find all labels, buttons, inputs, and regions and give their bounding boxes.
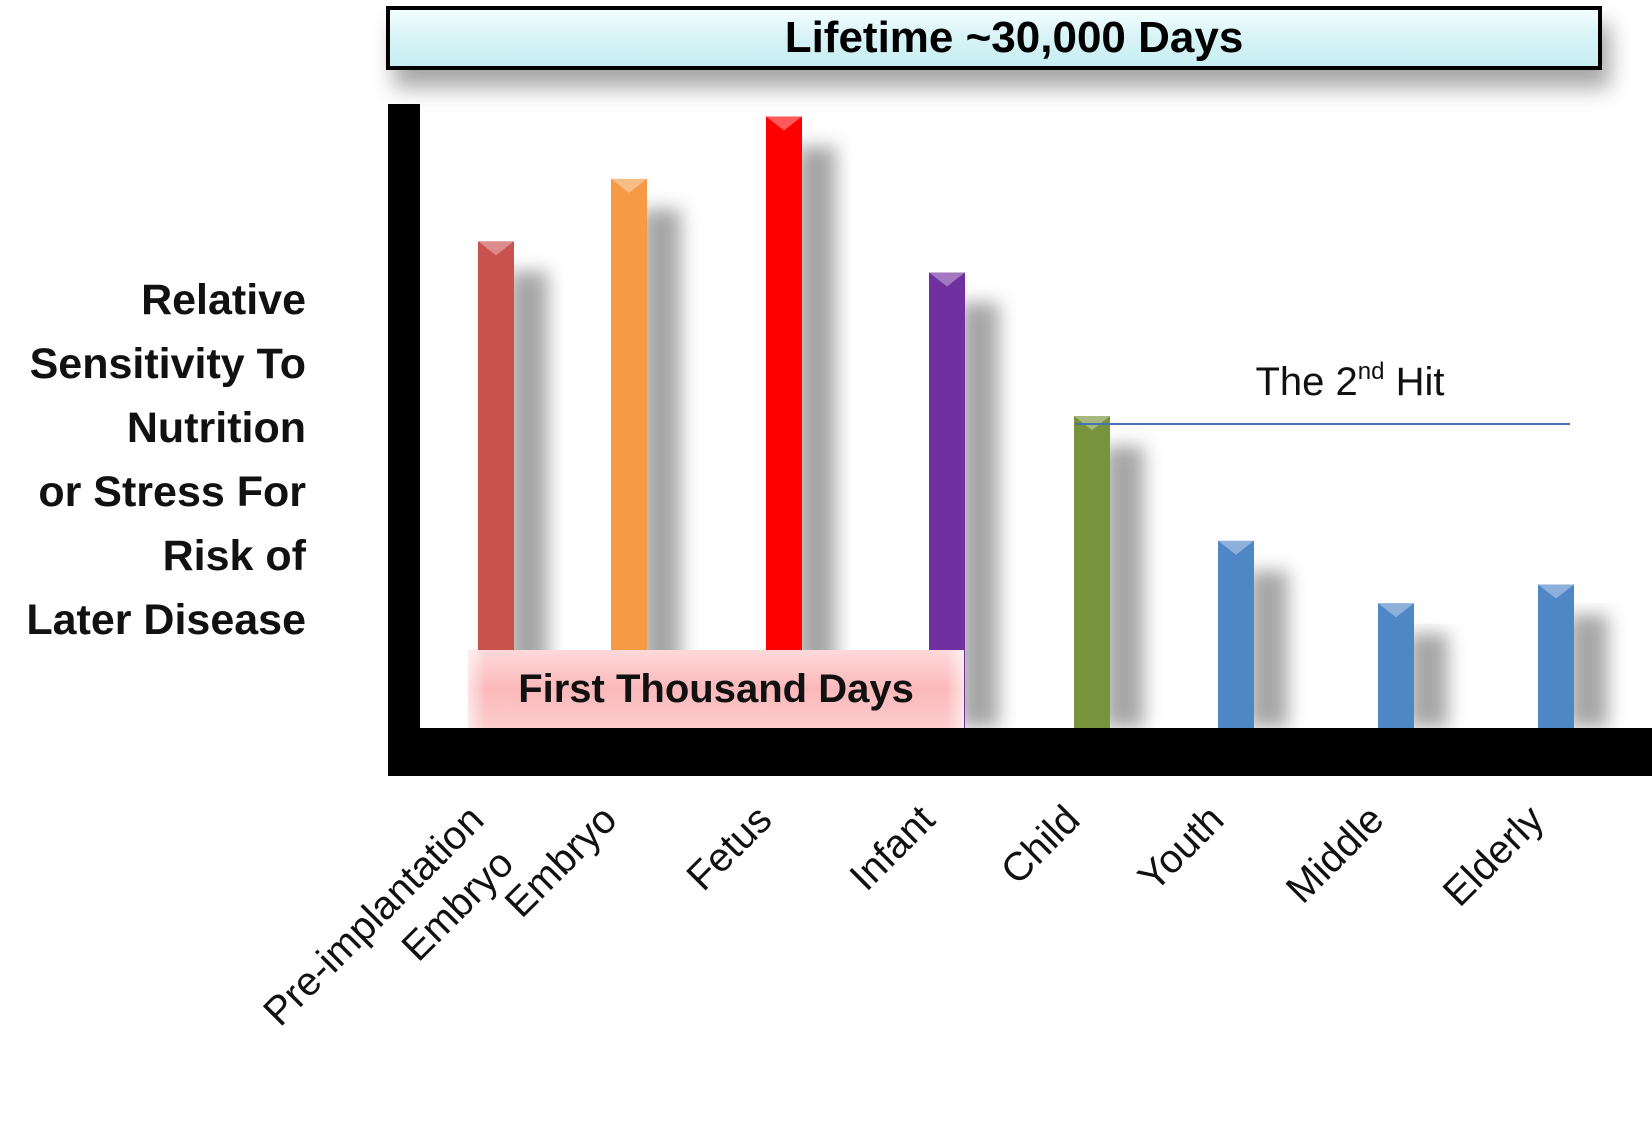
bar-shadow xyxy=(1104,446,1144,728)
bar-cap xyxy=(766,116,802,131)
bar-cap xyxy=(478,241,514,256)
first-thousand-days-label: First Thousand Days xyxy=(518,666,914,711)
bar-shadow xyxy=(1568,614,1608,728)
bar-cap xyxy=(1538,584,1574,599)
bar-fetus xyxy=(766,116,802,729)
bar-shadow xyxy=(641,208,681,728)
bar-embryo xyxy=(611,178,647,728)
x-tick-label: Pre-implantationEmbryo xyxy=(255,797,529,1071)
x-tick-label: Elderly xyxy=(1435,797,1553,915)
first-thousand-days-banner: First Thousand Days xyxy=(468,650,964,728)
x-tick-label: Youth xyxy=(1130,797,1232,899)
second-hit-prefix: The 2 xyxy=(1255,360,1358,404)
y-axis-title: Relative Sensitivity To Nutrition or Str… xyxy=(0,268,306,652)
x-tick-label: Child xyxy=(993,797,1089,893)
chart-title: Lifetime ~30,000 Days xyxy=(784,13,1244,62)
chart-title-banner: Lifetime ~30,000 Days xyxy=(386,6,1602,70)
x-tick-label: Infant xyxy=(841,797,943,899)
y-axis-title-line: or Stress For xyxy=(38,468,306,516)
second-hit-superscript: nd xyxy=(1357,358,1385,385)
bar-elderly xyxy=(1538,584,1574,728)
bar-middle xyxy=(1378,603,1414,728)
y-axis-title-line: Nutrition xyxy=(126,404,306,452)
y-axis-line xyxy=(388,104,420,776)
x-tick-label: Fetus xyxy=(679,797,781,899)
y-axis-title-line: Risk of xyxy=(162,532,306,580)
bar-cap xyxy=(929,272,965,287)
bar-shadow xyxy=(1408,633,1448,728)
bar-shadow xyxy=(796,146,836,729)
bar-cap xyxy=(1378,603,1414,618)
bar-pre-implantation-embryo xyxy=(478,241,514,728)
y-axis-title-line: Sensitivity To xyxy=(29,340,306,388)
bar-child xyxy=(1074,416,1110,728)
x-axis-line xyxy=(388,728,1652,776)
bar-youth xyxy=(1218,540,1254,728)
y-axis-title-line: Relative xyxy=(141,276,306,324)
bar-shadow xyxy=(959,302,999,728)
x-tick-label: Middle xyxy=(1278,797,1392,911)
y-axis-title-line: Later Disease xyxy=(26,596,306,644)
second-hit-suffix: Hit xyxy=(1384,360,1445,404)
bar-shadow xyxy=(1248,570,1288,728)
bar-cap xyxy=(1218,540,1254,555)
second-hit-annotation: The 2nd Hit xyxy=(1180,360,1520,405)
x-tick-label: Embryo xyxy=(497,797,626,926)
bar-cap xyxy=(611,178,647,193)
